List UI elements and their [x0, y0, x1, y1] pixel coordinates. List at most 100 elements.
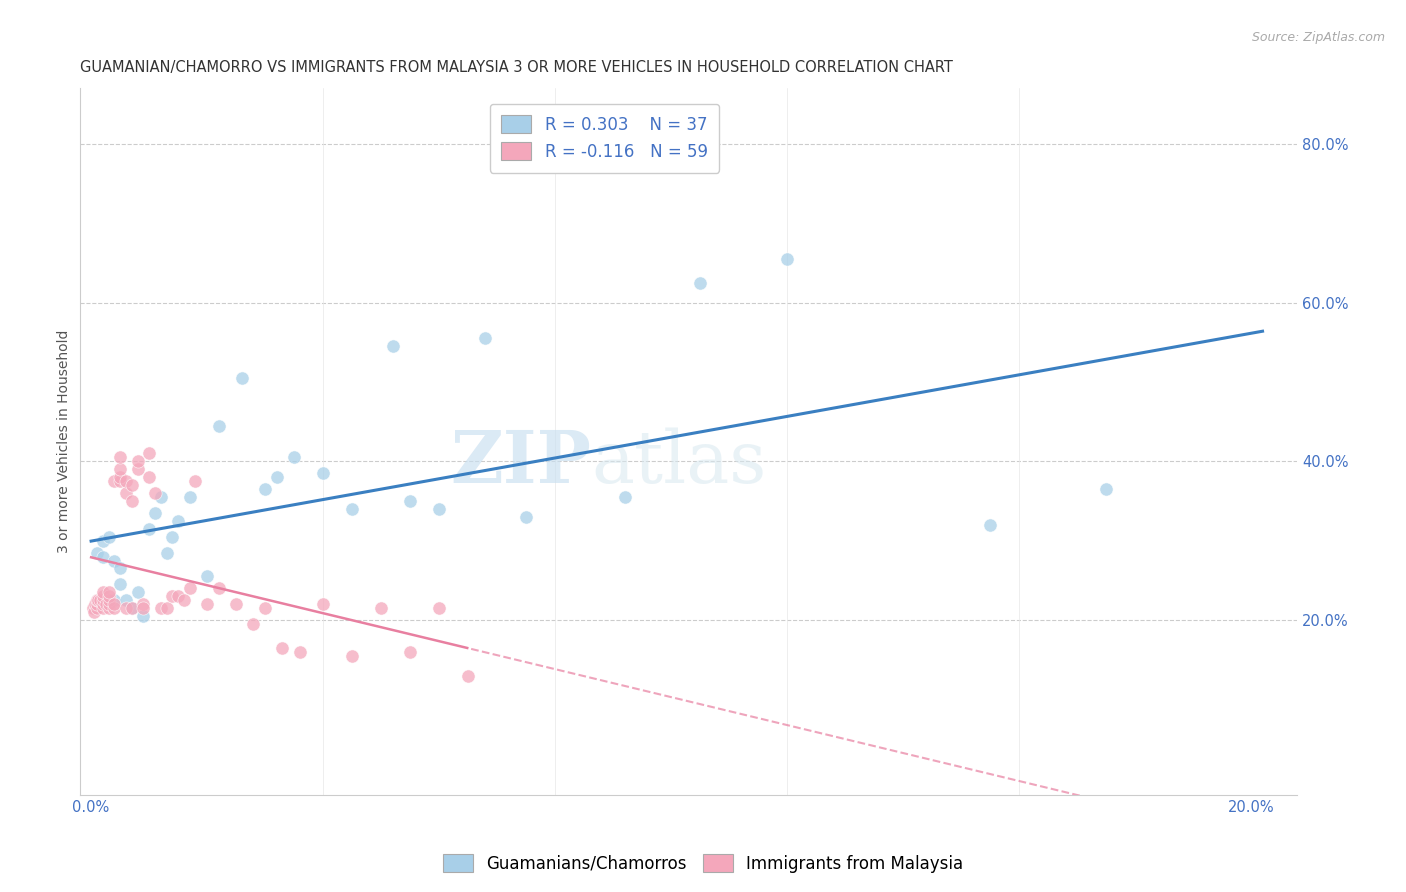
Point: [155, 601, 177, 615]
Point: [97, 530, 120, 544]
Point: [127, 454, 149, 468]
Point: [82, 601, 104, 615]
Point: [83, 605, 105, 619]
Point: [242, 617, 264, 632]
Point: [108, 462, 131, 476]
Point: [97, 585, 120, 599]
Text: Source: ZipAtlas.com: Source: ZipAtlas.com: [1251, 31, 1385, 45]
Point: [457, 668, 479, 682]
Point: [173, 593, 195, 607]
Text: ZIP: ZIP: [450, 427, 591, 498]
Point: [474, 331, 496, 345]
Point: [979, 517, 1001, 532]
Point: [115, 593, 138, 607]
Point: [97, 601, 120, 615]
Point: [399, 645, 422, 659]
Point: [143, 506, 166, 520]
Point: [283, 450, 305, 465]
Point: [515, 509, 537, 524]
Point: [340, 502, 363, 516]
Point: [87, 593, 110, 607]
Point: [208, 582, 231, 596]
Point: [138, 522, 160, 536]
Point: [91, 585, 114, 599]
Point: [115, 601, 138, 615]
Point: [127, 462, 149, 476]
Point: [381, 339, 404, 353]
Point: [97, 593, 120, 607]
Point: [91, 593, 114, 607]
Point: [340, 648, 363, 663]
Point: [91, 533, 114, 548]
Point: [162, 530, 184, 544]
Point: [121, 601, 143, 615]
Point: [89, 593, 111, 607]
Point: [184, 474, 207, 488]
Point: [266, 470, 288, 484]
Y-axis label: 3 or more Vehicles in Household: 3 or more Vehicles in Household: [58, 330, 72, 553]
Point: [108, 470, 131, 484]
Point: [84, 597, 107, 611]
Point: [138, 470, 160, 484]
Point: [143, 486, 166, 500]
Point: [155, 546, 177, 560]
Point: [132, 609, 155, 624]
Point: [370, 601, 392, 615]
Point: [108, 577, 131, 591]
Point: [208, 418, 231, 433]
Point: [86, 601, 108, 615]
Legend: Guamanians/Chamorros, Immigrants from Malaysia: Guamanians/Chamorros, Immigrants from Ma…: [436, 847, 970, 880]
Point: [149, 601, 172, 615]
Point: [271, 640, 294, 655]
Point: [91, 589, 114, 603]
Point: [108, 474, 131, 488]
Point: [132, 597, 155, 611]
Point: [231, 371, 253, 385]
Point: [399, 494, 422, 508]
Point: [689, 276, 711, 290]
Point: [97, 589, 120, 603]
Point: [427, 601, 450, 615]
Point: [312, 467, 335, 481]
Point: [179, 490, 201, 504]
Point: [776, 252, 799, 266]
Point: [108, 450, 131, 465]
Point: [225, 597, 247, 611]
Point: [121, 478, 143, 492]
Point: [167, 514, 190, 528]
Point: [162, 589, 184, 603]
Point: [115, 486, 138, 500]
Legend: R = 0.303    N = 37, R = -0.116   N = 59: R = 0.303 N = 37, R = -0.116 N = 59: [489, 103, 720, 173]
Point: [427, 502, 450, 516]
Point: [132, 601, 155, 615]
Point: [115, 474, 138, 488]
Point: [254, 601, 277, 615]
Point: [1095, 482, 1118, 496]
Point: [195, 597, 218, 611]
Point: [91, 549, 114, 564]
Point: [91, 597, 114, 611]
Point: [121, 601, 143, 615]
Point: [103, 597, 125, 611]
Text: GUAMANIAN/CHAMORRO VS IMMIGRANTS FROM MALAYSIA 3 OR MORE VEHICLES IN HOUSEHOLD C: GUAMANIAN/CHAMORRO VS IMMIGRANTS FROM MA…: [80, 60, 952, 75]
Point: [127, 585, 149, 599]
Point: [103, 593, 125, 607]
Point: [86, 597, 108, 611]
Point: [103, 601, 125, 615]
Point: [91, 601, 114, 615]
Point: [94, 597, 117, 611]
Point: [195, 569, 218, 583]
Point: [97, 597, 120, 611]
Point: [613, 490, 636, 504]
Point: [103, 553, 125, 567]
Point: [86, 546, 108, 560]
Point: [103, 474, 125, 488]
Point: [288, 645, 311, 659]
Point: [108, 561, 131, 575]
Point: [121, 494, 143, 508]
Point: [149, 490, 172, 504]
Point: [167, 589, 190, 603]
Text: atlas: atlas: [591, 427, 766, 498]
Point: [179, 582, 201, 596]
Point: [312, 597, 335, 611]
